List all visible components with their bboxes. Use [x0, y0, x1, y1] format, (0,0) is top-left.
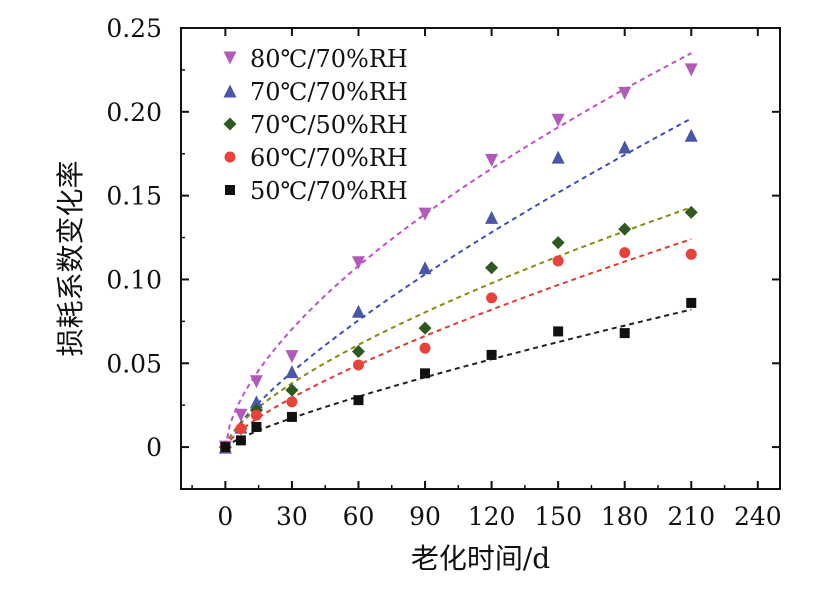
legend-marker — [223, 117, 237, 131]
x-tick-label: 150 — [534, 502, 582, 531]
data-point — [286, 411, 297, 422]
x-tick-label: 60 — [343, 502, 375, 531]
data-point — [351, 304, 365, 318]
data-point — [419, 342, 431, 354]
data-point — [418, 261, 432, 275]
data-point — [234, 408, 248, 422]
data-point — [551, 113, 565, 127]
x-tick-label: 180 — [601, 502, 649, 531]
data-point — [485, 210, 499, 224]
data-point — [552, 255, 564, 267]
data-point — [250, 409, 262, 421]
legend-label: 60℃/70%RH — [250, 144, 408, 172]
x-tick-label: 90 — [409, 502, 441, 531]
fit-lines-layer — [224, 52, 692, 448]
data-point — [249, 395, 263, 409]
data-point — [286, 396, 298, 408]
y-axis-title: 损耗系数变化率 — [54, 160, 87, 356]
data-point — [418, 321, 432, 335]
fit-line-1 — [224, 117, 692, 448]
data-point — [351, 345, 365, 359]
data-point — [220, 442, 231, 453]
legend-marker — [225, 185, 235, 195]
legend-label: 80℃/70%RH — [250, 45, 408, 73]
legend: 80℃/70%RH 70℃/70%RH 70℃/50%RH 60℃/70%RH 50℃/… — [223, 45, 408, 205]
data-point — [684, 205, 698, 219]
x-tick-label: 0 — [217, 502, 233, 531]
data-point — [684, 128, 698, 142]
data-point — [618, 86, 632, 100]
legend-marker — [223, 84, 237, 98]
x-tick-label: 120 — [468, 502, 516, 531]
y-tick-label: 0 — [146, 433, 162, 462]
data-point — [251, 421, 262, 432]
data-point — [686, 297, 697, 308]
fit-line-2 — [224, 206, 692, 448]
data-point — [235, 423, 247, 435]
data-point — [551, 236, 565, 250]
legend-label: 70℃/70%RH — [250, 78, 408, 106]
ticks-layer: 0 30 60 90 120 150 180 210 240 0 0.05 0.10 0.15 0.20 0… — [106, 14, 781, 531]
data-point — [684, 63, 698, 77]
data-point — [685, 248, 697, 260]
data-point — [486, 349, 497, 360]
data-point — [618, 222, 632, 236]
x-axis-title: 老化时间/d — [411, 542, 550, 575]
y-tick-label: 0.05 — [106, 349, 162, 378]
y-tick-label: 0.20 — [106, 98, 162, 127]
legend-label: 50℃/70%RH — [250, 177, 408, 205]
fit-line-0 — [224, 52, 692, 448]
data-point — [285, 383, 299, 397]
data-point — [352, 359, 364, 371]
x-tick-label: 240 — [734, 502, 782, 531]
fit-line-4 — [224, 308, 692, 448]
data-points-layer — [218, 63, 698, 454]
legend-marker — [224, 151, 236, 163]
y-tick-label: 0.15 — [106, 182, 162, 211]
data-point — [553, 326, 564, 337]
data-point — [249, 375, 263, 389]
data-point — [485, 153, 499, 167]
x-tick-label: 30 — [276, 502, 308, 531]
data-point — [235, 435, 246, 446]
plot-area-frame — [180, 27, 781, 490]
data-point — [618, 140, 632, 154]
data-point — [418, 207, 432, 221]
data-point — [486, 292, 498, 304]
data-point — [353, 395, 364, 406]
data-point — [420, 368, 431, 379]
data-point — [619, 247, 631, 259]
y-tick-label: 0.25 — [106, 14, 162, 43]
data-point — [285, 350, 299, 364]
data-point — [285, 365, 299, 379]
x-tick-label: 210 — [667, 502, 715, 531]
data-point — [351, 256, 365, 270]
y-tick-label: 0.10 — [106, 265, 162, 294]
data-point — [485, 261, 499, 275]
data-point — [551, 150, 565, 164]
data-point — [619, 328, 630, 339]
legend-label: 70℃/50%RH — [250, 111, 408, 139]
legend-marker — [223, 51, 237, 65]
